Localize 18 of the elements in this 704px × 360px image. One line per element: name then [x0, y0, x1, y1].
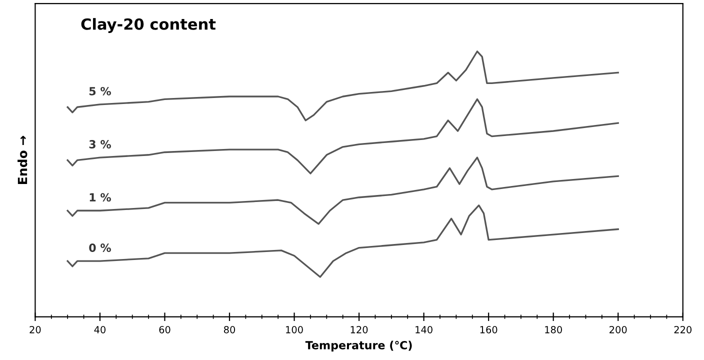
x-tick-label: 120 [350, 326, 368, 334]
series-label: 5 % [89, 86, 111, 96]
x-tick-label: 20 [30, 326, 41, 334]
x-tick-label: 140 [416, 326, 432, 334]
y-axis-title: Endo → [18, 136, 28, 184]
x-tick-label: 180 [545, 326, 562, 334]
series-label: 1 % [90, 193, 111, 202]
series-label: 3 % [89, 140, 111, 148]
x-tick-label: 220 [674, 326, 692, 334]
x-axis-title: Temperature (℃) [305, 340, 412, 352]
x-tick-label: 100 [286, 326, 303, 334]
x-tick-label: 80 [224, 326, 236, 334]
chart-title: Clay-20 content [81, 18, 216, 33]
series-label: 0 % [89, 244, 111, 252]
x-tick-label: 40 [94, 326, 106, 334]
x-tick-label: 200 [610, 326, 627, 334]
x-tick-label: 160 [480, 326, 498, 334]
x-tick-label: 60 [159, 326, 170, 334]
